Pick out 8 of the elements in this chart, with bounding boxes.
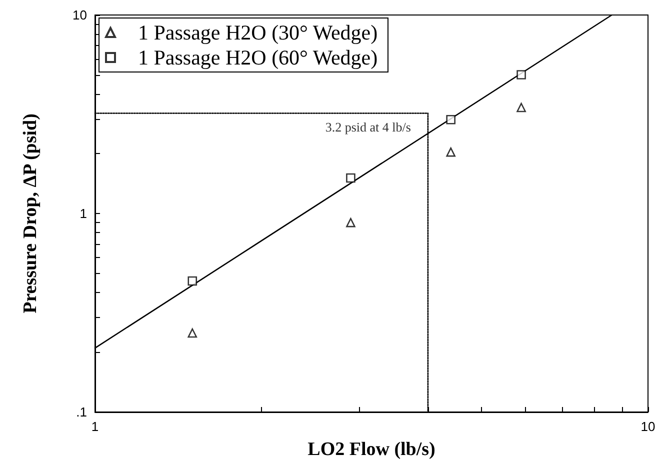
legend-label: 1 Passage H2O (30° Wedge) (138, 20, 378, 44)
annotation: 3.2 psid at 4 lb/s (325, 120, 411, 135)
y-tick-label: .1 (76, 404, 87, 420)
y-tick-label: 1 (80, 206, 87, 221)
x-axis-title: LO2 Flow (lb/s) (308, 439, 436, 460)
legend-label: 1 Passage H2O (60° Wedge) (138, 46, 378, 70)
y-tick-label: 10 (72, 8, 87, 22)
y-axis-title: Pressure Drop, ΔP (psid) (20, 114, 41, 314)
